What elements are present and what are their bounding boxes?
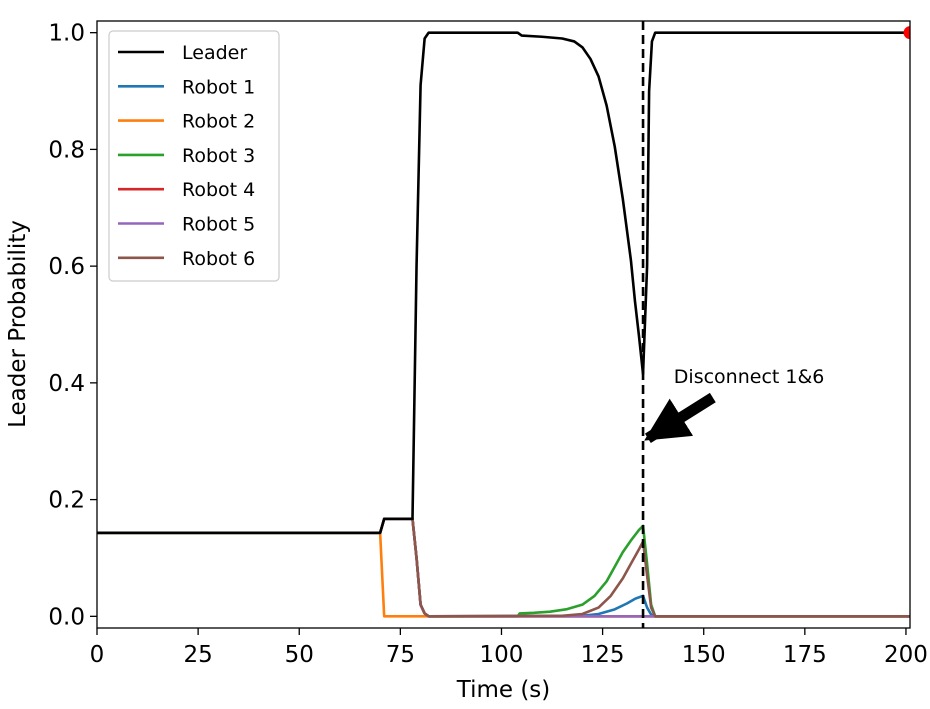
legend-label-leader: Leader — [182, 42, 247, 64]
x-axis-label: Time (s) — [456, 677, 551, 703]
y-axis-label: Leader Probability — [5, 220, 31, 428]
legend-label-robot-5: Robot 5 — [182, 214, 255, 236]
y-tick-label: 0.2 — [48, 488, 85, 514]
y-tick-label: 0.4 — [48, 371, 85, 397]
x-tick-label: 100 — [480, 642, 524, 668]
axes-frame — [96, 20, 911, 629]
y-tick-label: 0.6 — [48, 254, 85, 280]
series-line-robot-2 — [97, 531, 910, 618]
y-tick-label: 0.0 — [48, 604, 85, 630]
axes: 0 25 50 75 100 125 150 175 200 0.0 0.2 0.4 0.6 0.8 1.0 — [48, 20, 928, 668]
x-tick-label: 150 — [682, 642, 726, 668]
legend-label-robot-3: Robot 3 — [182, 145, 255, 167]
series-line-leader — [97, 31, 910, 535]
y-tick-label: 1.0 — [48, 21, 85, 47]
legend-label-robot-1: Robot 1 — [182, 76, 255, 98]
annotation-arrow — [644, 392, 716, 443]
legend-label-robot-2: Robot 2 — [182, 111, 255, 133]
x-tick-label: 75 — [386, 642, 415, 668]
legend-box — [108, 30, 280, 282]
x-tick-label: 50 — [285, 642, 314, 668]
legend: Leader Robot 1 Robot 2 Robot 3 Robot 4 Robot … — [108, 30, 280, 282]
plot-area — [97, 21, 910, 628]
x-tick-label: 125 — [581, 642, 625, 668]
x-tick-label: 200 — [884, 642, 928, 668]
endpoint-marker — [903, 26, 910, 40]
x-tick-label: 25 — [183, 642, 212, 668]
legend-label-robot-6: Robot 6 — [182, 248, 255, 270]
legend-label-robot-4: Robot 4 — [182, 179, 255, 201]
annotation-text: Disconnect 1&6 — [674, 366, 825, 388]
x-tick-label: 175 — [783, 642, 827, 668]
y-tick-label: 0.8 — [48, 137, 85, 163]
x-tick-label: 0 — [90, 642, 105, 668]
series-line-robot-6 — [97, 517, 910, 618]
